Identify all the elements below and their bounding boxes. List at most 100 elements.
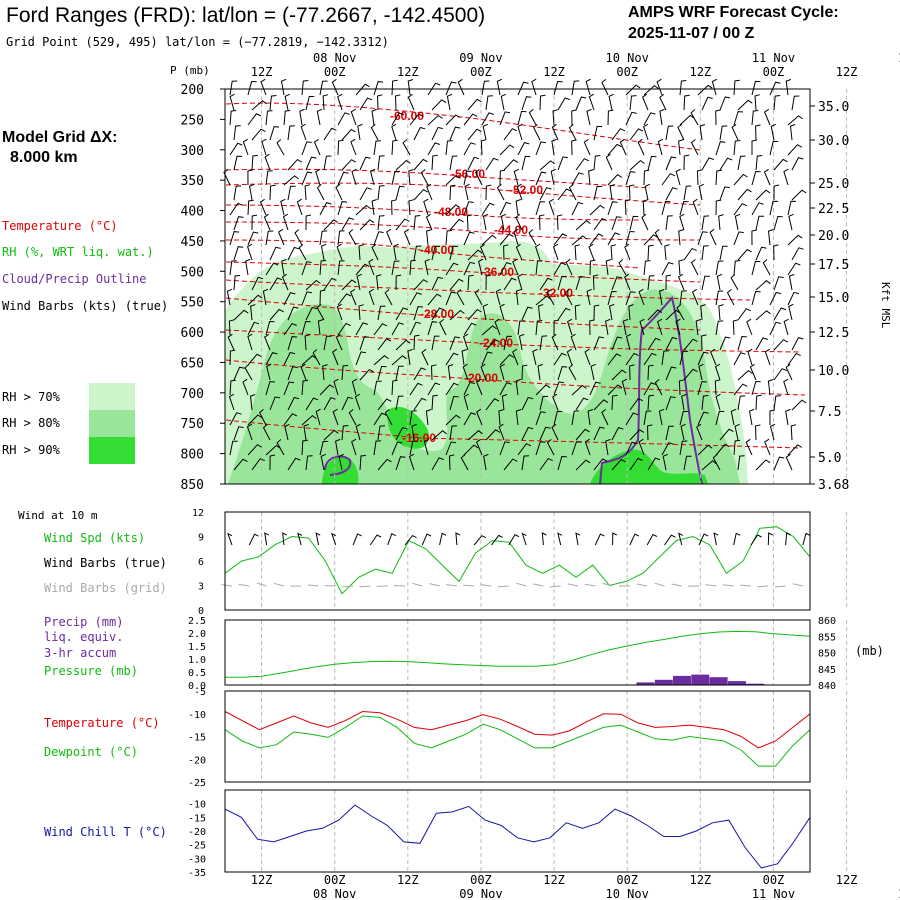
wind-barb xyxy=(791,95,800,111)
wind-barb xyxy=(551,138,557,156)
wind-barb-true xyxy=(750,534,762,546)
wind-barb xyxy=(466,214,473,231)
legend-cloud: Cloud/Precip Outline xyxy=(2,272,147,286)
model-grid-value: 8.000 km xyxy=(10,149,78,166)
wind-barb xyxy=(323,277,337,291)
wind-barb xyxy=(320,243,327,261)
wind-barb xyxy=(661,200,671,216)
wind-barb xyxy=(395,274,402,291)
precip-tick-label: 1.0 xyxy=(188,655,206,666)
wind-barb xyxy=(384,409,393,426)
wind-barb xyxy=(408,169,414,186)
wind-barb xyxy=(643,112,656,126)
wind-barb xyxy=(323,219,339,231)
wind-barb xyxy=(621,378,628,396)
wind-barb xyxy=(305,279,321,291)
wind-barb xyxy=(767,379,774,396)
wind-barb xyxy=(233,309,249,321)
wind-barb xyxy=(659,108,665,126)
wind-barb xyxy=(315,168,321,186)
wind-barb xyxy=(251,154,258,171)
wind-barb xyxy=(695,318,701,336)
precip-bar xyxy=(727,681,746,685)
wind-barb xyxy=(661,442,674,456)
bottom-date-label: 10 Nov xyxy=(606,887,649,900)
legend-rh90-label: RH > 90% xyxy=(2,443,61,457)
wind-barb xyxy=(500,93,507,111)
wind-barb xyxy=(661,262,674,276)
wind-barb xyxy=(391,322,404,336)
bottom-hour-label: 00Z xyxy=(616,873,638,887)
wind-barb xyxy=(733,231,744,246)
temperature-contour xyxy=(225,261,701,283)
wind-barb xyxy=(371,243,379,261)
wind-barb xyxy=(269,277,283,291)
wind-barb xyxy=(301,355,317,366)
wind-barb xyxy=(769,140,779,156)
wind-barb xyxy=(467,128,482,141)
legend-rh70-swatch xyxy=(89,383,135,410)
wind-barb xyxy=(449,395,459,411)
wind-barb xyxy=(622,318,629,336)
wind-barb xyxy=(283,292,296,306)
wind-barb xyxy=(483,453,489,471)
wind-barb xyxy=(266,363,272,381)
wind-barb xyxy=(584,348,591,366)
wind-barb xyxy=(726,289,735,306)
wind-barb xyxy=(638,288,645,306)
wind-barb xyxy=(305,306,318,321)
wind-barb xyxy=(551,423,559,441)
wind-barb xyxy=(499,111,511,126)
wind-barb xyxy=(769,423,776,441)
wind-barb xyxy=(601,79,609,96)
wind-barb xyxy=(733,260,741,276)
wind-barb xyxy=(521,364,528,381)
wind-barb xyxy=(539,187,552,201)
wind-barb xyxy=(445,204,461,216)
wind-speed-tick-label: 3 xyxy=(198,582,204,593)
wind-barb xyxy=(335,333,343,351)
wind-barb xyxy=(679,114,695,126)
wind-barb xyxy=(764,348,771,366)
wind-barb xyxy=(461,349,467,366)
wind-barb xyxy=(424,258,430,276)
wind-barb xyxy=(691,288,699,306)
wind-barb xyxy=(245,258,251,276)
wind-barb xyxy=(287,185,296,201)
wind-barb xyxy=(476,408,483,426)
precip-bar xyxy=(746,683,765,685)
wind-barb xyxy=(751,290,761,306)
wind-barb xyxy=(553,319,560,336)
wind-barb xyxy=(229,202,243,216)
wind-barb xyxy=(269,454,276,471)
wind-barb xyxy=(384,289,393,306)
wind-barb xyxy=(281,258,287,276)
precip-tick-label: 2.0 xyxy=(188,629,206,640)
wind-barb xyxy=(678,229,684,246)
wind-barb xyxy=(420,169,429,186)
wind-barb xyxy=(607,290,617,306)
temperature-contour xyxy=(225,102,701,151)
wind-barb xyxy=(229,379,236,396)
precip-frame xyxy=(224,619,811,686)
wind-barb xyxy=(287,366,298,381)
wind-barb xyxy=(607,201,618,216)
wind-barb-grid xyxy=(584,583,596,587)
wind-barb xyxy=(228,319,235,336)
wind-barb xyxy=(409,321,421,336)
wind-barb xyxy=(592,274,599,291)
wind-speed-tick-label: 0 xyxy=(198,606,204,617)
wind-barb-grid xyxy=(238,583,250,587)
wind-barb xyxy=(755,459,771,471)
temperature-contour xyxy=(225,168,651,189)
wind10-panel: Wind at 10 m Wind Spd (kts) Wind Barbs (… xyxy=(18,508,848,617)
wind-barb xyxy=(710,348,717,366)
wind-barb xyxy=(701,245,709,261)
wind-barb xyxy=(223,169,231,186)
wind-barb xyxy=(269,396,281,411)
wind-barb xyxy=(427,82,441,96)
wind-barb xyxy=(474,169,483,186)
wind-barb xyxy=(517,110,527,126)
wind-barb xyxy=(679,80,687,96)
wind-barb xyxy=(696,423,703,441)
